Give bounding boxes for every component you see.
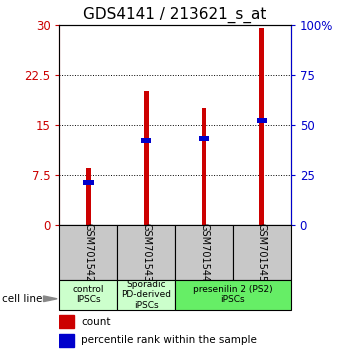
Bar <box>141 138 151 143</box>
Polygon shape <box>44 296 57 302</box>
Text: percentile rank within the sample: percentile rank within the sample <box>81 335 257 345</box>
Bar <box>175 280 291 310</box>
Bar <box>117 280 175 310</box>
Text: GSM701545: GSM701545 <box>257 223 267 282</box>
Bar <box>202 108 206 225</box>
Bar <box>59 280 117 310</box>
Text: count: count <box>81 317 111 327</box>
Bar <box>59 315 74 328</box>
Title: GDS4141 / 213621_s_at: GDS4141 / 213621_s_at <box>83 7 267 23</box>
Bar <box>144 91 149 225</box>
Bar <box>199 136 209 141</box>
Text: control
IPSCs: control IPSCs <box>73 285 104 304</box>
Text: GSM701544: GSM701544 <box>199 223 209 282</box>
Bar <box>86 168 91 225</box>
Bar <box>59 334 74 347</box>
Bar <box>259 28 264 225</box>
Text: presenilin 2 (PS2)
iPSCs: presenilin 2 (PS2) iPSCs <box>193 285 273 304</box>
Text: cell line: cell line <box>2 294 42 304</box>
Text: GSM701543: GSM701543 <box>141 223 151 282</box>
Text: GSM701542: GSM701542 <box>83 223 94 282</box>
Text: Sporadic
PD-derived
iPSCs: Sporadic PD-derived iPSCs <box>121 280 171 310</box>
Bar <box>83 180 94 185</box>
Bar <box>233 225 291 280</box>
Bar <box>257 118 267 123</box>
Bar <box>117 225 175 280</box>
Bar <box>175 225 233 280</box>
Bar <box>59 225 117 280</box>
